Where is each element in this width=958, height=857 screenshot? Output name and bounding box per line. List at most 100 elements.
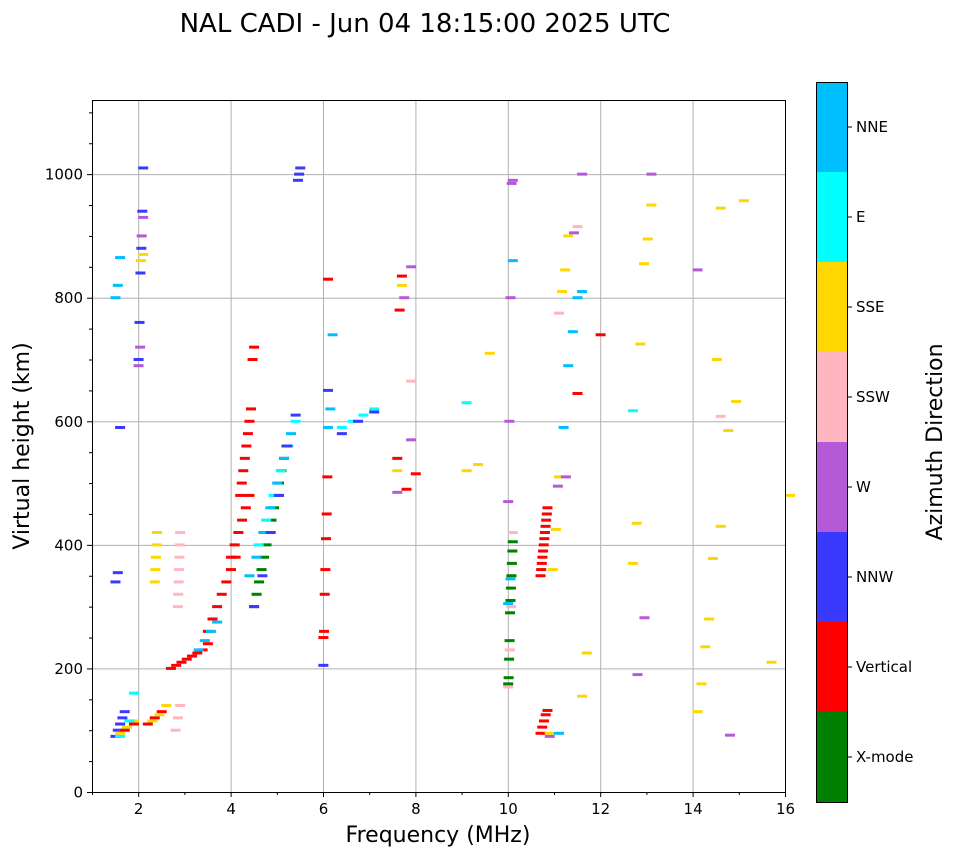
echo-mark-sse xyxy=(150,555,161,559)
echo-mark-e xyxy=(369,407,380,411)
echo-mark-nnw xyxy=(137,209,148,213)
echo-mark-sse xyxy=(708,556,718,560)
echo-mark-vertical xyxy=(239,456,250,460)
echo-mark-sse xyxy=(785,493,795,497)
echo-mark-vertical xyxy=(128,722,139,726)
echo-mark-w xyxy=(506,181,517,185)
echo-mark-vertical xyxy=(181,657,192,661)
echo-mark-w xyxy=(505,296,516,300)
echo-mark-vertical xyxy=(247,358,258,361)
colorbar-label-sse: SSE xyxy=(856,298,885,316)
echo-mark-vertical xyxy=(535,574,546,578)
echo-mark-nne xyxy=(327,333,338,337)
echo-mark-nne xyxy=(558,425,569,429)
echo-mark-x-mode xyxy=(507,540,518,544)
echo-mark-vertical xyxy=(238,469,249,473)
echo-mark-nne xyxy=(199,639,210,643)
echo-mark-sse xyxy=(715,524,726,528)
echo-mark-nnw xyxy=(318,663,329,667)
echo-mark-sse xyxy=(642,237,653,241)
echo-mark-ssw xyxy=(174,555,185,559)
echo-mark-vertical xyxy=(233,531,244,534)
echo-mark-nnw xyxy=(115,722,126,726)
echo-mark-nne xyxy=(325,407,336,411)
echo-mark-nnw xyxy=(134,320,145,324)
echo-mark-ssw xyxy=(174,568,185,572)
echo-mark-w xyxy=(569,231,580,235)
echo-mark-vertical xyxy=(539,531,550,534)
echo-mark-vertical xyxy=(542,506,553,510)
echo-mark-vertical xyxy=(539,537,550,541)
echo-mark-vertical xyxy=(541,512,552,516)
echo-mark-sse xyxy=(392,469,403,473)
echo-mark-vertical xyxy=(318,636,329,640)
echo-mark-ssw xyxy=(170,728,181,732)
echo-mark-vertical xyxy=(225,568,236,572)
colorbar-label-nne: NNE xyxy=(856,118,888,136)
echo-mark-sse xyxy=(473,463,484,467)
echo-mark-w xyxy=(135,345,146,349)
echo-mark-sse xyxy=(154,713,165,717)
echo-mark-x-mode xyxy=(259,555,270,559)
echo-mark-nnw xyxy=(282,444,293,448)
echo-mark-x-mode xyxy=(503,676,514,680)
echo-mark-vertical xyxy=(142,722,153,726)
echo-mark-ssw xyxy=(507,531,518,534)
echo-mark-vertical xyxy=(171,663,182,667)
echo-mark-ssw xyxy=(172,716,183,720)
echo-mark-nnw xyxy=(274,493,285,497)
echo-mark-vertical xyxy=(536,561,547,565)
y-tick-label: 600 xyxy=(54,413,83,431)
echo-mark-vertical xyxy=(396,274,407,278)
echo-mark-vertical xyxy=(244,419,255,423)
echo-mark-w xyxy=(632,673,643,677)
echo-mark-w xyxy=(138,215,149,219)
echo-mark-nne xyxy=(572,296,583,300)
colorbar-segment-sse xyxy=(816,262,847,352)
echo-mark-vertical xyxy=(237,518,248,522)
echo-mark-sse xyxy=(738,199,749,203)
echo-mark-x-mode xyxy=(256,568,267,572)
echo-mark-vertical xyxy=(320,568,331,572)
echo-mark-sse xyxy=(577,694,588,698)
echo-mark-sse xyxy=(635,342,646,346)
y-tick-label: 800 xyxy=(54,289,83,307)
echo-mark-w xyxy=(639,616,650,620)
echo-mark-e xyxy=(627,409,638,413)
echo-mark-e xyxy=(461,401,472,405)
echo-mark-nnw xyxy=(336,432,347,436)
echo-mark-w xyxy=(392,490,403,494)
echo-mark-nne xyxy=(110,296,121,300)
echo-mark-vertical xyxy=(156,710,167,714)
colorbar-label-nnw: NNW xyxy=(856,568,893,586)
y-tick-label: 0 xyxy=(73,784,83,802)
echo-mark-vertical xyxy=(542,708,553,712)
y-tick-label: 1000 xyxy=(45,166,83,184)
echo-mark-sse xyxy=(149,580,160,584)
echo-mark-e xyxy=(358,413,369,417)
echo-mark-w xyxy=(406,265,417,269)
colorbar-label-e: E xyxy=(856,208,865,226)
echo-mark-w xyxy=(504,419,515,423)
echo-mark-sse xyxy=(731,400,742,404)
echo-mark-nne xyxy=(193,648,204,652)
echo-mark-vertical xyxy=(192,651,203,655)
echo-mark-ssw xyxy=(554,311,564,315)
echo-mark-nne xyxy=(244,574,255,578)
colorbar-label-ssw: SSW xyxy=(856,388,890,406)
echo-mark-nnw xyxy=(323,388,333,392)
echo-mark-nnw xyxy=(249,605,260,609)
echo-mark-ssw xyxy=(504,648,515,652)
echo-mark-nnw xyxy=(133,358,144,361)
echo-mark-nne xyxy=(115,256,126,260)
echo-mark-sse xyxy=(396,283,407,287)
echo-mark-nnw xyxy=(353,419,364,423)
echo-mark-nne xyxy=(112,283,123,287)
echo-mark-nnw xyxy=(119,710,130,714)
echo-mark-vertical xyxy=(187,654,198,658)
echo-mark-vertical xyxy=(149,716,160,720)
echo-mark-ssw xyxy=(174,543,185,547)
echo-mark-x-mode xyxy=(507,549,518,553)
echo-mark-vertical xyxy=(321,537,332,541)
